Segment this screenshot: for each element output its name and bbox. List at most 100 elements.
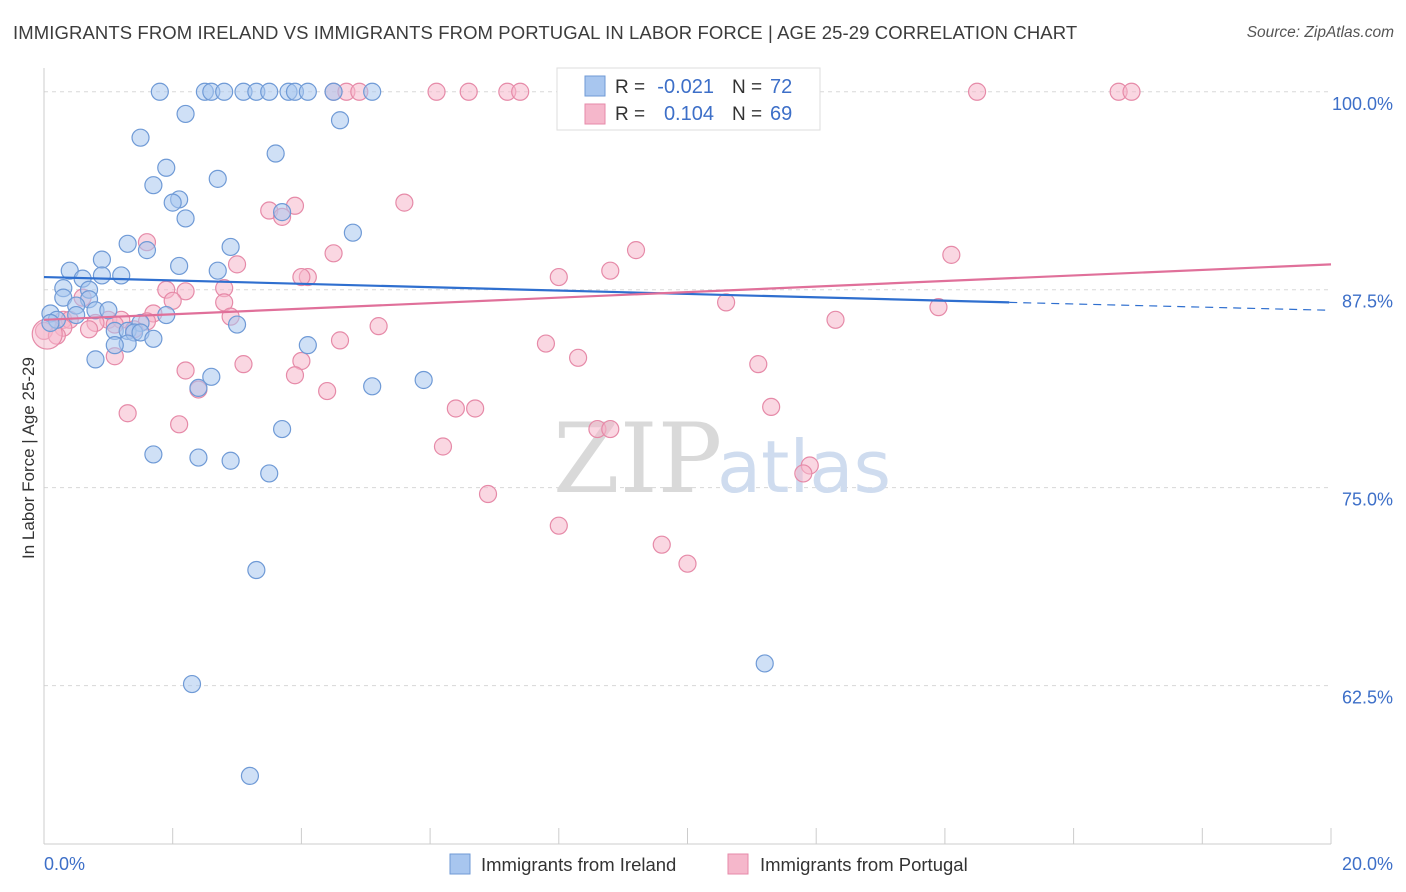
portugal-point-53 (234, 355, 253, 374)
y-tick-label-0: 100.0% (1332, 94, 1393, 114)
portugal-point-55 (176, 361, 195, 380)
ireland-point-66 (260, 464, 279, 483)
portugal-point-51 (569, 348, 588, 367)
portugal-point-70 (549, 516, 568, 535)
ireland-point-29 (170, 256, 189, 276)
ireland-point-21 (163, 193, 182, 212)
ireland-point-69 (182, 674, 202, 694)
ireland-point-17 (157, 158, 176, 177)
stats-legend-n-label-portugal: N = (732, 104, 762, 125)
ireland-point-70 (240, 766, 260, 786)
stats-legend-r-value-ireland: -0.021 (657, 76, 714, 98)
stats-legend-swatch-portugal (584, 103, 606, 125)
stats-legend-r-label-portugal: R = (615, 104, 645, 125)
portugal-point-60 (466, 399, 485, 418)
ireland-point-53 (144, 329, 163, 348)
portugal-point-10 (1122, 82, 1141, 101)
portugal-point-31 (929, 298, 948, 317)
portugal-point-56 (285, 366, 305, 385)
portugal-point-4 (459, 82, 478, 101)
ireland-point-64 (189, 448, 208, 467)
portugal-point-18 (942, 245, 961, 264)
portugal-point-63 (170, 415, 189, 434)
portugal-trend-line (43, 263, 1332, 321)
y-tick-label-2: 75.0% (1342, 490, 1393, 510)
ireland-point-48 (227, 315, 247, 334)
ireland-point-11 (363, 82, 382, 101)
stats-legend-r-label-ireland: R = (615, 77, 645, 98)
x-tick-label-max: 20.0% (1342, 854, 1393, 874)
watermark: ZIP atlas (553, 403, 891, 515)
ireland-point-28 (92, 250, 112, 269)
stats-legend-swatch-ireland (584, 75, 606, 97)
grid-lines (44, 91, 1331, 687)
y-tick-label-1: 87.5% (1342, 292, 1393, 312)
ireland-point-56 (298, 336, 317, 355)
portugal-point-71 (652, 535, 671, 554)
portugal-point-44 (79, 320, 99, 339)
ireland-point-41 (99, 301, 118, 320)
bottom-legend-label-ireland: Immigrants from Ireland (481, 854, 676, 875)
portugal-point-23 (549, 267, 568, 287)
portugal-point-68 (794, 464, 813, 483)
bottom-legend-swatch-portugal (727, 853, 749, 875)
portugal-point-48 (330, 331, 350, 350)
portugal-point-19 (227, 255, 247, 274)
portugal-point-11 (395, 193, 414, 212)
bottom-legend-item-portugal[interactable]: Immigrants from Portugal (727, 853, 968, 875)
ireland-point-10 (324, 82, 343, 101)
ireland-point-16 (266, 144, 285, 163)
ireland-point-32 (112, 266, 131, 285)
ireland-point-61 (189, 378, 208, 398)
portugal-point-20 (601, 261, 620, 280)
x-tick-label-min: 0.0% (44, 854, 85, 874)
ireland-points (41, 82, 774, 786)
portugal-point-17 (324, 244, 343, 263)
bottom-legend-swatch-ireland (449, 853, 471, 875)
ireland-point-57 (86, 350, 105, 369)
ireland-point-27 (137, 241, 157, 260)
bottom-legend-item-ireland[interactable]: Immigrants from Ireland (449, 853, 676, 875)
portugal-point-38 (826, 310, 845, 329)
chart-source: Source: ZipAtlas.com (1246, 24, 1394, 41)
ireland-trend-extension (1009, 301, 1332, 311)
portugal-point-22 (292, 267, 311, 287)
ireland-point-26 (221, 237, 240, 257)
ireland-point-6 (260, 82, 279, 101)
ireland-point-33 (92, 266, 112, 285)
ireland-point-15 (131, 128, 150, 147)
ireland-point-62 (272, 419, 292, 439)
bottom-legend-label-portugal: Immigrants from Portugal (760, 854, 968, 875)
y-axis-label: In Labor Force | Age 25-29 (19, 357, 38, 559)
stats-legend: R = -0.021 N = 72 R = 0.104 N = 69 (556, 67, 821, 131)
watermark-zip: ZIP (553, 403, 722, 515)
ireland-point-22 (272, 203, 292, 222)
portugal-point-58 (318, 381, 337, 401)
ireland-point-58 (202, 367, 221, 386)
stats-legend-n-value-ireland: 72 (770, 76, 792, 98)
portugal-point-49 (536, 334, 556, 353)
portugal-point-8 (967, 82, 987, 101)
ireland-point-43 (67, 305, 86, 325)
portugal-point-62 (118, 404, 137, 423)
portugal-point-59 (446, 399, 465, 418)
stats-legend-r-value-portugal: 0.104 (664, 103, 714, 125)
stats-legend-n-label-ireland: N = (732, 77, 762, 98)
portugal-point-3 (427, 82, 446, 101)
portugal-point-66 (433, 437, 453, 456)
portugal-point-54 (749, 355, 768, 374)
ireland-point-23 (176, 209, 195, 228)
portugal-point-42 (369, 317, 388, 336)
ireland-trend-line (43, 275, 1010, 304)
ireland-point-65 (221, 451, 240, 470)
ireland-point-68 (755, 654, 774, 673)
x-ticks (43, 828, 1332, 844)
ireland-point-60 (363, 377, 382, 396)
ireland-point-55 (105, 336, 124, 355)
portugal-point-65 (601, 419, 620, 439)
ireland-point-31 (208, 261, 227, 280)
ireland-point-67 (247, 560, 266, 580)
stats-legend-n-value-portugal: 69 (770, 103, 792, 125)
ireland-point-63 (144, 445, 163, 464)
